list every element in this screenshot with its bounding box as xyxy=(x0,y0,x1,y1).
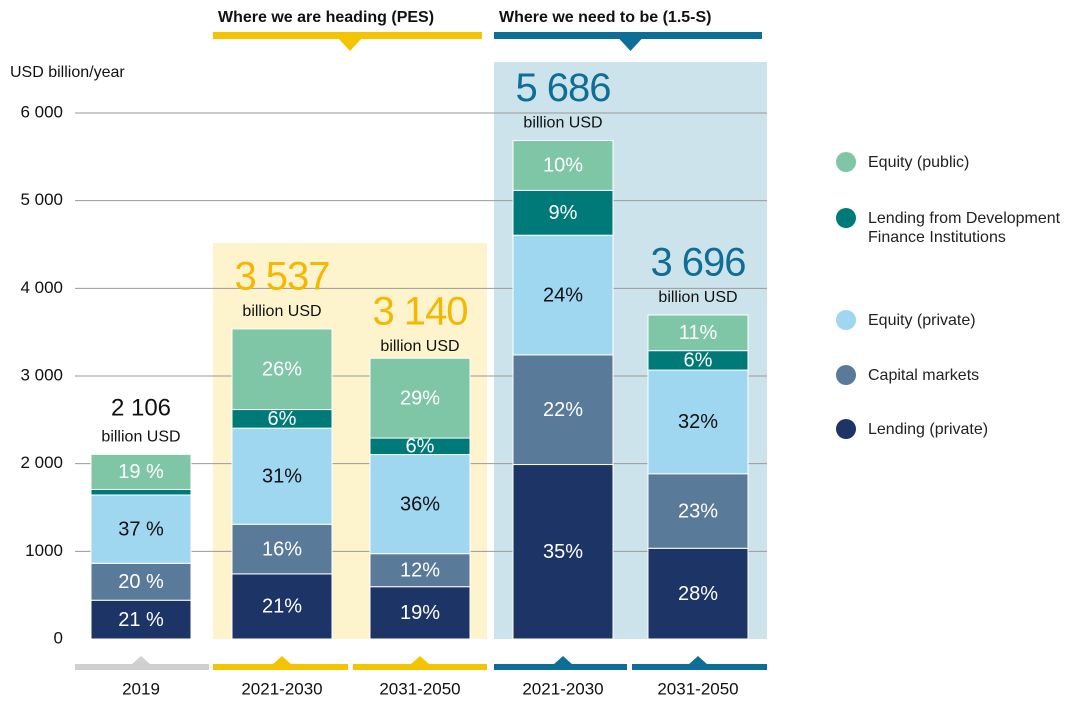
value-label: 11% xyxy=(679,322,718,344)
value-label: 9% xyxy=(549,202,578,224)
x-tick-label: 2031-2050 xyxy=(379,679,460,698)
group-header-bar xyxy=(494,32,762,39)
value-label: 21 % xyxy=(118,609,164,631)
group-header-pointer xyxy=(338,38,362,51)
y-tick-label: 2 000 xyxy=(20,453,63,472)
y-tick-label: 4 000 xyxy=(20,278,63,297)
total-unit: billion USD xyxy=(523,115,602,132)
value-label: 35% xyxy=(543,541,583,563)
value-label: 12% xyxy=(400,559,440,581)
y-tick-label: 1000 xyxy=(25,541,63,560)
group-label: Where we need to be (1.5-S) xyxy=(499,9,711,26)
value-label: 10% xyxy=(543,155,583,177)
bar-segment xyxy=(647,369,749,475)
legend-swatch xyxy=(836,152,856,172)
value-label: 21% xyxy=(262,596,302,618)
value-label: 19% xyxy=(400,602,440,624)
value-label: 31% xyxy=(262,465,302,487)
legend-label: Lending (private) xyxy=(868,421,989,438)
bar-segment xyxy=(647,314,749,352)
bar-segment xyxy=(512,189,614,236)
value-label: 6% xyxy=(406,436,435,458)
bar-segment xyxy=(231,328,333,411)
total-unit: billion USD xyxy=(101,429,180,446)
value-label: 24% xyxy=(543,284,583,306)
bar-segment xyxy=(369,553,471,588)
y-tick-label: 0 xyxy=(54,628,63,647)
legend-label: Capital markets xyxy=(868,367,980,384)
category-tab-pointer xyxy=(272,656,292,665)
group-header-bar xyxy=(213,32,482,39)
y-tick-label: 3 000 xyxy=(20,365,63,384)
total-label: 3 537 xyxy=(234,254,329,298)
bar-segment xyxy=(512,140,614,191)
value-label: 16% xyxy=(262,538,302,560)
value-label: 37 % xyxy=(118,518,164,540)
bar-segment xyxy=(369,357,471,439)
group-label: Where we are heading (PES) xyxy=(218,9,434,26)
value-label: 28% xyxy=(678,583,718,605)
value-label: 23% xyxy=(678,500,718,522)
category-tab-pointer xyxy=(553,656,573,665)
value-label: 19 % xyxy=(118,461,164,483)
value-label: 6% xyxy=(268,408,297,430)
x-tick-label: 2031-2050 xyxy=(657,679,738,698)
value-label: 26% xyxy=(262,359,302,381)
bar-segment xyxy=(90,599,192,640)
category-tab xyxy=(75,664,209,670)
legend-label: Equity (public) xyxy=(868,154,970,171)
bar-segment xyxy=(647,547,749,640)
value-label: 20 % xyxy=(118,571,164,593)
value-label: 32% xyxy=(678,411,718,433)
value-label: 6% xyxy=(684,350,713,372)
total-label: 2 106 xyxy=(111,395,171,422)
legend-label: Lending from Development Finance Institu… xyxy=(868,210,1061,246)
legend-label: Equity (private) xyxy=(868,312,976,329)
total-label: 3 140 xyxy=(372,289,467,333)
legend-swatch xyxy=(836,365,856,385)
category-tab-pointer xyxy=(688,656,708,665)
bar-segment xyxy=(369,454,471,555)
category-tab xyxy=(213,664,348,670)
value-label: 22% xyxy=(543,399,583,421)
total-unit: billion USD xyxy=(242,303,321,320)
bar-segment xyxy=(90,488,192,496)
bar-segment xyxy=(512,354,614,466)
category-tab-pointer xyxy=(131,656,151,665)
legend-swatch xyxy=(836,208,856,228)
total-unit: billion USD xyxy=(380,338,459,355)
total-label: 3 696 xyxy=(650,241,745,285)
legend-swatch xyxy=(836,419,856,439)
x-tick-label: 2021-2030 xyxy=(522,679,603,698)
x-tick-label: 2019 xyxy=(122,679,160,698)
bar-segment xyxy=(369,586,471,640)
y-axis-label: USD billion/year xyxy=(10,64,125,81)
bar-segment xyxy=(90,453,192,490)
total-unit: billion USD xyxy=(658,289,737,306)
category-tab xyxy=(632,664,767,670)
bar-segment xyxy=(512,464,614,640)
bar-segment xyxy=(231,427,333,525)
value-label: 36% xyxy=(400,493,440,515)
x-tick-label: 2021-2030 xyxy=(241,679,322,698)
category-tab-pointer xyxy=(410,656,430,665)
category-tab xyxy=(494,664,627,670)
legend-swatch xyxy=(836,310,856,330)
value-label: 29% xyxy=(400,387,440,409)
category-tab xyxy=(353,664,487,670)
y-tick-label: 5 000 xyxy=(20,190,63,209)
y-tick-label: 6 000 xyxy=(20,102,63,121)
total-label: 5 686 xyxy=(515,66,610,110)
bar-segment xyxy=(647,473,749,549)
group-header-pointer xyxy=(618,38,643,51)
